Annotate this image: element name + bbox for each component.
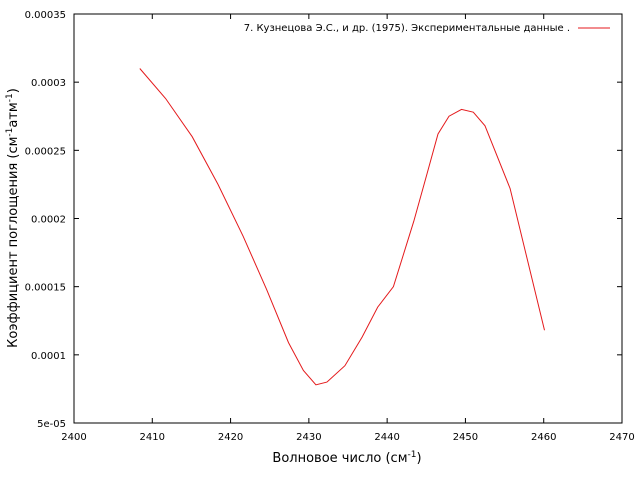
plot-frame	[73, 13, 623, 424]
y-axis-ticks: 5e-05 0.0001 0.00015 0.0002 0.00025 0.0003 0.0…	[25, 10, 622, 430]
x-tick-label: 2430	[296, 432, 321, 443]
y-tick-label: 0.0002	[31, 215, 66, 226]
y-tick-label: 0.0003	[31, 78, 66, 89]
x-tick-label: 2470	[609, 432, 634, 443]
x-tick-label: 2400	[61, 432, 86, 443]
y-tick-label: 5e-05	[37, 419, 66, 430]
x-tick-label: 2420	[218, 432, 243, 443]
x-axis-label: Волновое число (см-1)	[272, 450, 421, 466]
y-tick-label: 0.0001	[31, 351, 66, 362]
x-tick-label: 2410	[140, 432, 165, 443]
y-tick-label: 0.00015	[25, 283, 66, 294]
x-tick-label: 2450	[453, 432, 478, 443]
series-line	[139, 68, 545, 386]
legend-entry-label: 7. Кузнецова Э.С., и др. (1975). Экспери…	[244, 23, 570, 34]
y-axis-label: Коэффициент поглощения (см-1атм-1)	[5, 88, 21, 348]
x-axis-ticks: 2400 2410 2420 2430 2440 2450 2460 2470	[61, 14, 635, 443]
x-tick-label: 2460	[531, 432, 556, 443]
y-tick-label: 0.00035	[25, 10, 66, 21]
y-tick-label: 0.00025	[25, 146, 66, 157]
legend: 7. Кузнецова Э.С., и др. (1975). Экспери…	[244, 23, 610, 34]
x-tick-label: 2440	[374, 432, 399, 443]
